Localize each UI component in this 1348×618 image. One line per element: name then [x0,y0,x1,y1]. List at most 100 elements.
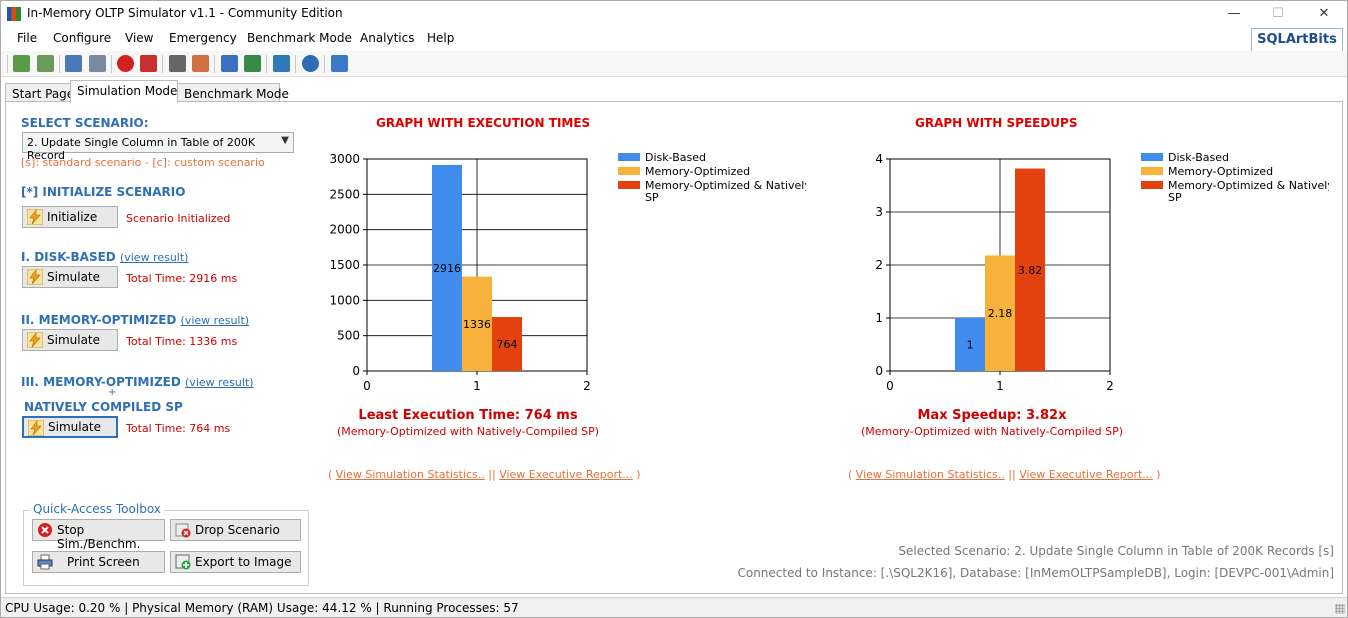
maximize-button[interactable]: ☐ [1272,6,1284,21]
mem-simulate-label: Simulate [47,333,101,347]
disk-based-title: I. DISK-BASED [21,250,116,264]
link-close: ) [1156,468,1161,481]
drop-scenario-icon[interactable] [140,55,157,72]
scenario-select[interactable]: 2. Update Single Column in Table of 200K… [22,132,294,162]
legend-label: SP [645,191,659,204]
mem-view-result-link[interactable]: (view result) [180,314,250,327]
stop-simulation-label: Stop Sim./Benchm. [57,523,141,551]
exec-view-statistics-link[interactable]: View Simulation Statistics.. [335,468,485,481]
menu-bar: File Configure View Emergency Benchmark … [1,27,1347,51]
data-label: 764 [497,338,518,351]
speedup-links: ( View Simulation Statistics.. || View E… [848,468,1161,481]
info-window-icon[interactable] [273,55,290,72]
menu-benchmark-mode[interactable]: Benchmark Mode [247,31,352,45]
minimize-button[interactable]: — [1227,6,1241,21]
tab-benchmark-mode[interactable]: Benchmark Mode [177,83,289,103]
legend-swatch [1141,153,1163,161]
native-simulate-button[interactable]: Simulate [22,416,118,438]
selected-scenario-info: Selected Scenario: 2. Update Single Colu… [898,544,1334,558]
report-icon[interactable] [192,55,209,72]
menu-emergency[interactable]: Emergency [169,31,237,45]
data-label: 2916 [433,262,461,275]
add-scenario-icon[interactable] [37,55,54,72]
legend-label: Disk-Based [645,151,706,164]
status-bar: CPU Usage: 0.20 % | Physical Memory (RAM… [1,597,1347,617]
speedup-view-report-link[interactable]: View Executive Report... [1019,468,1153,481]
y-tick-label: 3 [875,205,883,219]
mem-simulate-button[interactable]: Simulate [22,329,118,351]
link-separator: || [488,468,496,481]
close-button[interactable]: ✕ [1318,6,1330,21]
lightning-icon [27,269,43,285]
exec-subtitle: (Memory-Optimized with Natively-Compiled… [336,425,600,438]
grid-icon[interactable] [169,55,186,72]
status-text: CPU Usage: 0.20 % | Physical Memory (RAM… [5,601,519,615]
memory-optimized-title: II. MEMORY-OPTIMIZED [21,313,177,327]
bar-chart-icon[interactable] [221,55,238,72]
lightning-icon [27,332,43,348]
link-open: ( [848,468,853,481]
disk-simulate-button[interactable]: Simulate [22,266,118,288]
initialize-icon[interactable] [13,55,30,72]
simulation-panel: SELECT SCENARIO: 2. Update Single Column… [5,101,1343,594]
menu-file[interactable]: File [17,31,38,45]
toolbar-separator [266,55,267,73]
toolbar-grip [7,55,8,73]
bar-3 [1015,168,1045,371]
data-label: 1 [967,339,974,352]
lightning-icon [27,209,43,225]
legend-label: Disk-Based [1168,151,1229,164]
disk-simulate-label: Simulate [47,270,101,284]
disk-based-label: I. DISK-BASED (view result) [21,250,188,264]
native-plus: + [108,387,117,398]
legend-label: SP [1168,191,1182,204]
print-screen-button[interactable]: Print Screen [32,551,165,573]
refresh-icon[interactable] [331,55,348,72]
initialize-button-label: Initialize [47,210,98,224]
tab-start-page[interactable]: Start Page [5,83,74,103]
exec-view-report-link[interactable]: View Executive Report... [499,468,633,481]
tab-simulation-mode[interactable]: Simulation Mode [70,80,178,103]
memory-optimized-label: II. MEMORY-OPTIMIZED (view result) [21,313,249,327]
help-icon[interactable] [302,55,319,72]
execution-time-chart: 0 500 1000 1500 2000 2500 3000 0 1 2 2916 1336 764 Di… [329,151,806,393]
window-icon[interactable] [65,55,82,72]
speedup-view-statistics-link[interactable]: View Simulation Statistics.. [855,468,1005,481]
app-icon [7,7,21,21]
print-screen-label: Print Screen [67,555,140,569]
initialize-label: [*] INITIALIZE SCENARIO [21,185,186,199]
initialize-status: Scenario Initialized [126,212,231,225]
toolbar-separator [59,55,60,73]
drop-scenario-button[interactable]: Drop Scenario [170,519,301,541]
speedup-subtitle: (Memory-Optimized with Natively-Compiled… [860,425,1124,438]
menu-help[interactable]: Help [427,31,455,45]
stop-simulation-button[interactable]: Stop Sim./Benchm. [32,519,165,551]
toolbar [1,51,1347,77]
x-tick-label: 1 [996,379,1004,393]
toolbar-separator [295,55,296,73]
disk-view-result-link[interactable]: (view result) [119,251,189,264]
x-tick-label: 0 [363,379,371,393]
initialize-button[interactable]: Initialize [22,206,118,228]
stop-icon[interactable] [117,55,134,72]
menu-configure[interactable]: Configure [53,31,112,45]
quick-access-title: Quick-Access Toolbox [30,502,164,516]
menu-analytics[interactable]: Analytics [360,31,415,45]
settings-icon[interactable] [89,55,106,72]
title-bar: In-Memory OLTP Simulator v1.1 - Communit… [1,1,1347,27]
speedup-result: Max Speedup: 3.82x [917,408,1067,423]
resize-grip-icon[interactable] [1335,604,1345,614]
bar-2 [985,255,1015,371]
export-image-button[interactable]: Export to Image [170,551,301,573]
menu-view[interactable]: View [125,31,154,45]
statistics-icon[interactable] [244,55,261,72]
x-tick-label: 0 [886,379,894,393]
y-tick-label: 2500 [329,187,360,201]
printer-icon [37,554,53,570]
exec-links: ( View Simulation Statistics.. || View E… [328,468,641,481]
y-tick-label: 1 [875,311,883,325]
bar-2 [462,276,492,371]
native-view-result-link[interactable]: (view result) [185,376,254,389]
scenario-hint: [s]: standard scenario - [c]: custom sce… [21,156,265,169]
